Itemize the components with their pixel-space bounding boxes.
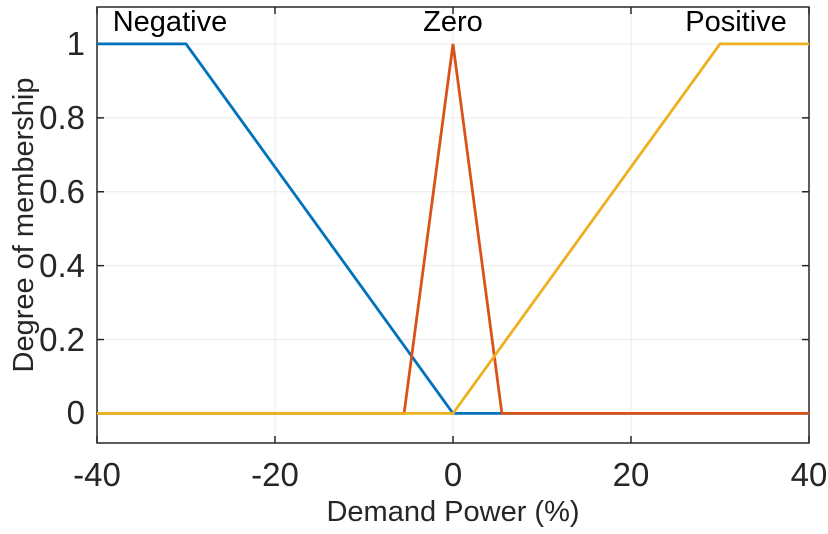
x-axis-label: Demand Power (%) xyxy=(326,496,580,528)
x-tick-label: -40 xyxy=(73,456,121,493)
x-tick-label: 0 xyxy=(443,456,463,493)
curve-label-zero: Zero xyxy=(423,6,483,38)
x-tick-label: 40 xyxy=(790,456,828,493)
y-tick-label: 0.6 xyxy=(39,172,85,210)
y-tick-label: 1 xyxy=(66,24,85,62)
curve-label-negative: Negative xyxy=(112,6,228,38)
series-line-positive xyxy=(97,42,809,415)
x-tick-label: 20 xyxy=(612,456,650,493)
grid-lines xyxy=(97,7,809,443)
y-tick-label: 0.4 xyxy=(39,246,85,284)
curve-label-positive: Positive xyxy=(685,6,787,38)
y-tick-label: 0.2 xyxy=(39,320,85,358)
y-tick-label: 0 xyxy=(66,394,85,432)
x-tick-label: -20 xyxy=(251,456,299,493)
y-tick-label: 0.8 xyxy=(39,98,85,136)
